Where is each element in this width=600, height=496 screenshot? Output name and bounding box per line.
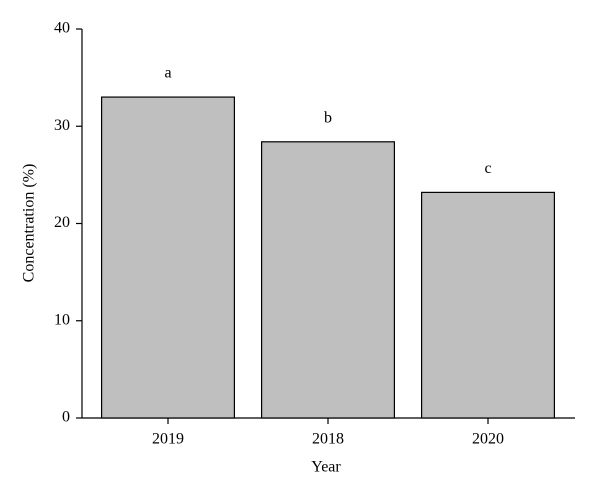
x-tick-label: 2020 [472,431,504,448]
y-tick-label: 10 [54,311,70,328]
bar-annotation: b [324,109,332,126]
bar [261,141,396,419]
y-axis-label: Concentration (%) [21,164,38,283]
bar [100,96,236,419]
bar-annotation: c [484,160,491,177]
bar [421,191,556,419]
y-tick-label: 20 [54,214,70,231]
bar-annotation: a [164,65,171,82]
x-axis-label: Year [311,459,341,476]
x-tick-label: 2019 [152,431,184,448]
y-tick-label: 0 [62,409,70,426]
y-tick-label: 30 [54,117,70,134]
x-tick-label: 2018 [312,431,344,448]
y-tick-label: 40 [54,20,70,37]
